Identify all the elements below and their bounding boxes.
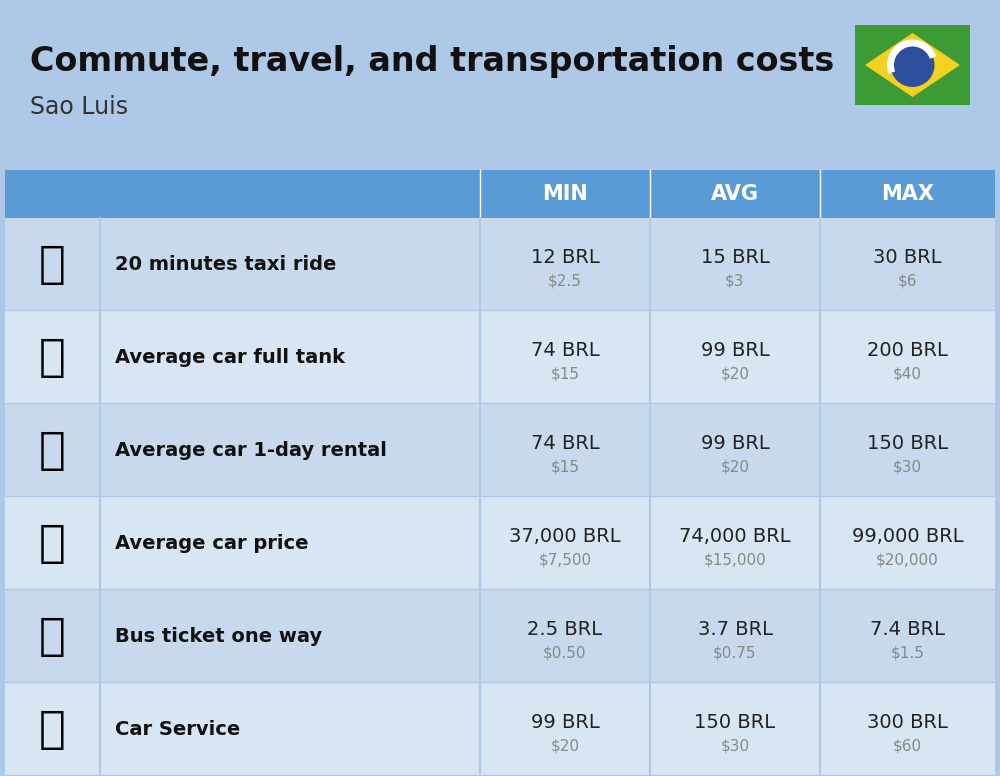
Text: $30: $30 bbox=[893, 459, 922, 475]
Text: Bus ticket one way: Bus ticket one way bbox=[115, 627, 322, 646]
Text: Average car full tank: Average car full tank bbox=[115, 348, 345, 367]
Bar bbox=[5, 497, 995, 589]
Text: Car Service: Car Service bbox=[115, 720, 240, 739]
Text: $2.5: $2.5 bbox=[548, 274, 582, 289]
Text: 30 BRL: 30 BRL bbox=[873, 248, 942, 267]
Text: $40: $40 bbox=[893, 367, 922, 382]
Text: 74 BRL: 74 BRL bbox=[531, 341, 599, 359]
Bar bbox=[5, 404, 995, 496]
Text: 150 BRL: 150 BRL bbox=[694, 712, 776, 732]
Text: MAX: MAX bbox=[881, 184, 934, 204]
Text: $0.50: $0.50 bbox=[543, 646, 587, 660]
Text: 🚌: 🚌 bbox=[39, 615, 66, 658]
Text: 🚕: 🚕 bbox=[39, 243, 66, 286]
Text: Commute, travel, and transportation costs: Commute, travel, and transportation cost… bbox=[30, 45, 834, 78]
Text: Sao Luis: Sao Luis bbox=[30, 95, 128, 119]
Text: 🚗: 🚗 bbox=[39, 522, 66, 565]
Text: 37,000 BRL: 37,000 BRL bbox=[509, 527, 621, 546]
Text: 2.5 BRL: 2.5 BRL bbox=[527, 619, 603, 639]
Text: $1.5: $1.5 bbox=[891, 646, 924, 660]
Text: 20 minutes taxi ride: 20 minutes taxi ride bbox=[115, 255, 336, 274]
Text: 🔧: 🔧 bbox=[39, 708, 66, 751]
Text: 12 BRL: 12 BRL bbox=[531, 248, 599, 267]
Text: $6: $6 bbox=[898, 274, 917, 289]
Text: 74 BRL: 74 BRL bbox=[531, 434, 599, 452]
Text: 99,000 BRL: 99,000 BRL bbox=[852, 527, 963, 546]
Text: $15: $15 bbox=[550, 459, 580, 475]
Text: $60: $60 bbox=[893, 739, 922, 753]
Text: 🚙: 🚙 bbox=[39, 429, 66, 472]
Text: ⛽: ⛽ bbox=[39, 336, 66, 379]
Text: 3.7 BRL: 3.7 BRL bbox=[698, 619, 772, 639]
Bar bbox=[5, 590, 995, 682]
Text: 99 BRL: 99 BRL bbox=[701, 341, 769, 359]
Polygon shape bbox=[865, 33, 960, 97]
Text: $20: $20 bbox=[550, 739, 580, 753]
Bar bbox=[5, 311, 995, 403]
Text: 99 BRL: 99 BRL bbox=[531, 712, 599, 732]
Text: 15 BRL: 15 BRL bbox=[701, 248, 769, 267]
Text: 7.4 BRL: 7.4 BRL bbox=[870, 619, 945, 639]
Text: 74,000 BRL: 74,000 BRL bbox=[679, 527, 791, 546]
Text: $20,000: $20,000 bbox=[876, 553, 939, 568]
Text: $20: $20 bbox=[720, 367, 750, 382]
Text: AVG: AVG bbox=[711, 184, 759, 204]
Text: $3: $3 bbox=[725, 274, 745, 289]
Bar bbox=[5, 170, 995, 218]
Text: Average car price: Average car price bbox=[115, 534, 308, 553]
Text: $15,000: $15,000 bbox=[704, 553, 766, 568]
Text: 200 BRL: 200 BRL bbox=[867, 341, 948, 359]
Circle shape bbox=[891, 43, 934, 87]
Text: MIN: MIN bbox=[542, 184, 588, 204]
Text: 99 BRL: 99 BRL bbox=[701, 434, 769, 452]
Text: 300 BRL: 300 BRL bbox=[867, 712, 948, 732]
Text: 150 BRL: 150 BRL bbox=[867, 434, 948, 452]
Bar bbox=[855, 25, 970, 105]
Bar bbox=[5, 218, 995, 310]
Text: $0.75: $0.75 bbox=[713, 646, 757, 660]
Text: $30: $30 bbox=[720, 739, 750, 753]
Text: $20: $20 bbox=[720, 459, 750, 475]
Bar bbox=[5, 683, 995, 775]
Text: $7,500: $7,500 bbox=[538, 553, 592, 568]
Text: $15: $15 bbox=[550, 367, 580, 382]
Text: Average car 1-day rental: Average car 1-day rental bbox=[115, 441, 387, 460]
